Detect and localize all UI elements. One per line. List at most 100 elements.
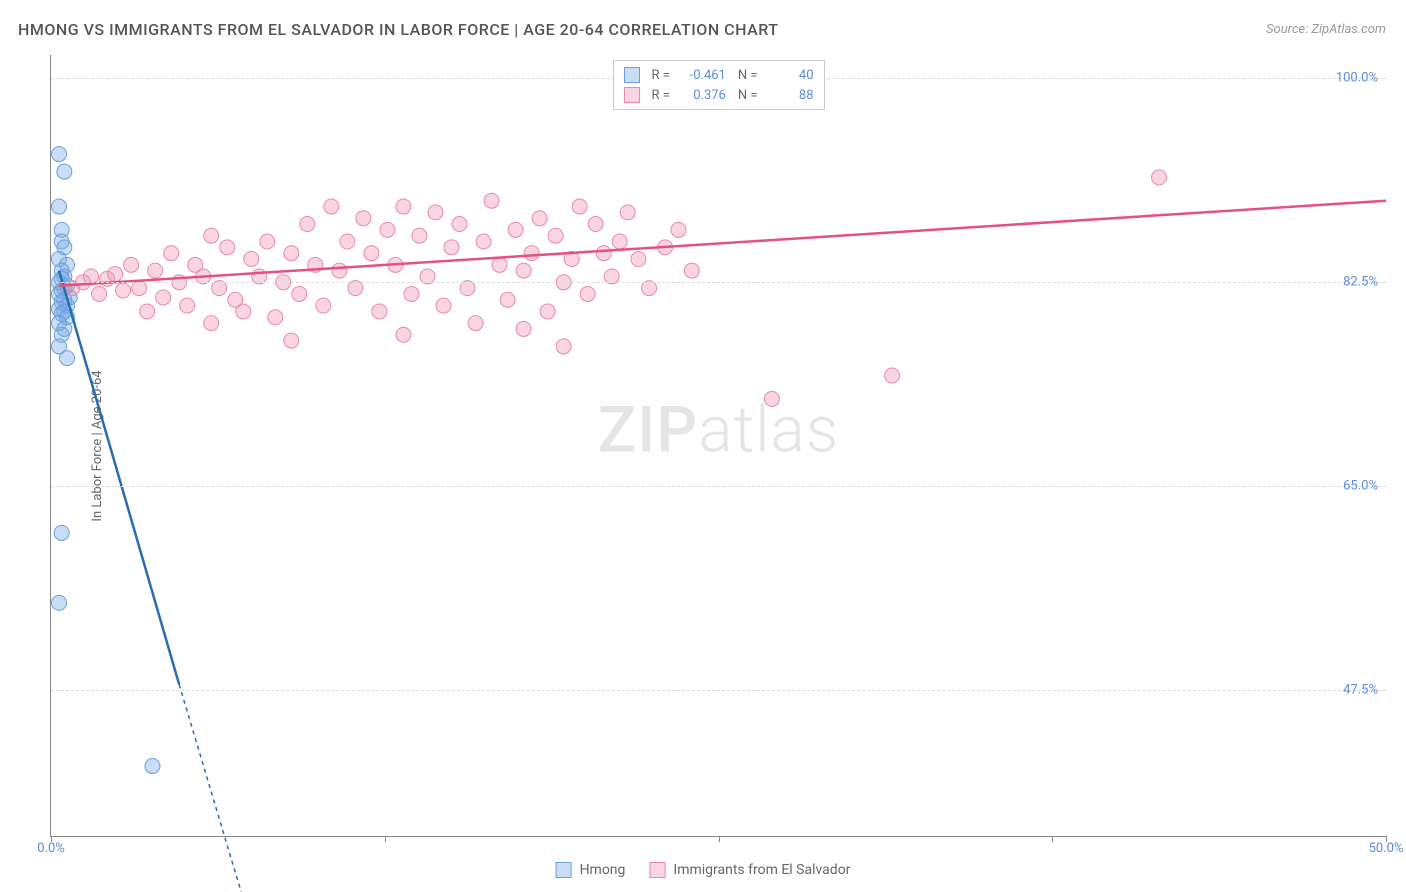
scatter-point [284, 246, 299, 261]
trend-line [59, 201, 1386, 286]
scatter-point [204, 228, 219, 243]
scatter-point [268, 310, 283, 325]
scatter-point [60, 351, 75, 366]
scatter-point [548, 228, 563, 243]
scatter-point [156, 290, 171, 305]
scatter-point [396, 327, 411, 342]
grid-line [51, 282, 1386, 283]
y-tick-label: 47.5% [1343, 683, 1378, 698]
scatter-point [492, 257, 507, 272]
chart-container: HMONG VS IMMIGRANTS FROM EL SALVADOR IN … [0, 0, 1406, 892]
legend-label: Immigrants from El Salvador [673, 862, 850, 878]
legend-stat-row: R = 0.376 N = 88 [623, 85, 813, 105]
legend-stat-row: R = -0.461 N = 40 [623, 65, 813, 85]
scatter-point [124, 257, 139, 272]
grid-line [51, 486, 1386, 487]
scatter-point [220, 240, 235, 255]
n-label: N = [738, 88, 758, 103]
scatter-point [364, 246, 379, 261]
scatter-point [620, 205, 635, 220]
scatter-point [885, 368, 900, 383]
scatter-point [596, 246, 611, 261]
legend-swatch [649, 862, 665, 878]
x-tick [385, 836, 386, 842]
chart-title: HMONG VS IMMIGRANTS FROM EL SALVADOR IN … [18, 20, 778, 39]
trend-line [59, 271, 179, 685]
scatter-point [148, 263, 163, 278]
scatter-point [54, 525, 69, 540]
y-tick-label: 82.5% [1343, 275, 1378, 290]
n-value: 40 [766, 68, 814, 83]
scatter-point [404, 286, 419, 301]
scatter-point [412, 228, 427, 243]
scatter-point [516, 263, 531, 278]
legend-swatch [623, 87, 639, 103]
grid-line [51, 690, 1386, 691]
scatter-point [340, 234, 355, 249]
scatter-point [524, 246, 539, 261]
scatter-point [52, 595, 67, 610]
scatter-point [516, 321, 531, 336]
source-label: Source: ZipAtlas.com [1266, 22, 1386, 37]
scatter-point [428, 205, 443, 220]
legend-series: Hmong Immigrants from El Salvador [556, 862, 851, 878]
scatter-point [52, 147, 67, 162]
trend-line-extrapolated [179, 684, 259, 892]
r-label: R = [651, 88, 669, 103]
r-value: -0.461 [678, 68, 726, 83]
scatter-point [372, 304, 387, 319]
scatter-point [764, 391, 779, 406]
legend-stats: R = -0.461 N = 40 R = 0.376 N = 88 [612, 60, 824, 110]
scatter-point [316, 298, 331, 313]
x-tick-label: 0.0% [37, 841, 65, 856]
scatter-point [292, 286, 307, 301]
x-tick [1052, 836, 1053, 842]
scatter-point [236, 304, 251, 319]
scatter-point [540, 304, 555, 319]
y-tick-label: 100.0% [1336, 71, 1378, 86]
scatter-point [1152, 170, 1167, 185]
scatter-point [244, 251, 259, 266]
scatter-point [444, 240, 459, 255]
scatter-point [396, 199, 411, 214]
scatter-point [436, 298, 451, 313]
scatter-point [260, 234, 275, 249]
scatter-point [500, 292, 515, 307]
scatter-point [452, 217, 467, 232]
scatter-point [164, 246, 179, 261]
scatter-point [508, 222, 523, 237]
scatter-point [612, 234, 627, 249]
legend-swatch [556, 862, 572, 878]
scatter-point [180, 298, 195, 313]
r-value: 0.376 [678, 88, 726, 103]
scatter-point [324, 199, 339, 214]
scatter-point [52, 199, 67, 214]
scatter-point [380, 222, 395, 237]
plot-area: ZIPatlas R =-0.461N =40R =0.376N =88 47.… [50, 55, 1386, 837]
scatter-point [556, 339, 571, 354]
scatter-point [116, 283, 131, 298]
legend-swatch [623, 67, 639, 83]
scatter-point [671, 222, 686, 237]
scatter-point [484, 193, 499, 208]
scatter-point [204, 316, 219, 331]
x-tick [719, 836, 720, 842]
n-label: N = [738, 68, 758, 83]
scatter-point [300, 217, 315, 232]
scatter-point [284, 333, 299, 348]
scatter-point [588, 217, 603, 232]
scatter-point [572, 199, 587, 214]
x-tick-label: 50.0% [1369, 841, 1404, 856]
scatter-point [92, 286, 107, 301]
r-label: R = [651, 68, 669, 83]
legend-label: Hmong [580, 862, 626, 878]
plot-svg [51, 55, 1386, 836]
scatter-point [108, 267, 123, 282]
y-tick-label: 65.0% [1343, 479, 1378, 494]
scatter-point [468, 316, 483, 331]
legend-item: Immigrants from El Salvador [649, 862, 850, 878]
scatter-point [580, 286, 595, 301]
n-value: 88 [766, 88, 814, 103]
legend-item: Hmong [556, 862, 626, 878]
scatter-point [684, 263, 699, 278]
